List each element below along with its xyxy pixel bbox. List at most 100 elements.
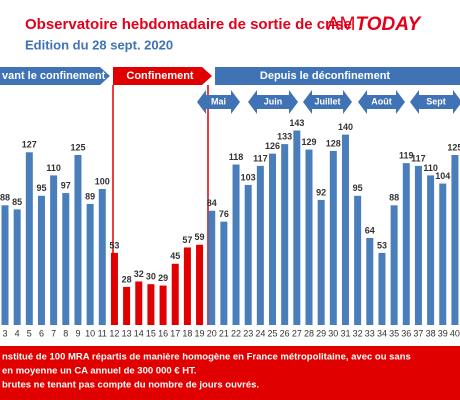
x-tick-label: 19 [195,328,205,338]
bar [354,195,362,325]
bar [317,199,325,325]
x-tick-label: 33 [365,328,375,338]
x-tick-label: 30 [328,328,338,338]
value-label: 64 [365,225,375,235]
bar [390,205,398,325]
month-arrow [410,90,460,114]
title: Observatoire hebdomadaire de sortie de c… [25,16,352,33]
value-label: 125 [447,142,460,152]
bar [25,152,33,325]
period-arrow [0,67,110,85]
period-label: Depuis le déconfinement [260,70,391,82]
bar [305,149,313,325]
footnote: brutes ne tenant pas compte du nombre de… [2,380,259,391]
bar [281,144,289,325]
value-label: 53 [377,240,387,250]
x-tick-label: 9 [75,328,80,338]
x-tick-label: 5 [27,328,32,338]
value-label: 85 [12,197,22,207]
bar [378,252,386,325]
month-label: Août [371,96,392,106]
bar [244,184,252,325]
x-tick-label: 3 [2,328,7,338]
value-label: 88 [0,193,10,203]
value-label: 110 [46,163,61,173]
logo-b: TODAY [356,14,423,35]
x-tick-label: 23 [243,328,253,338]
x-tick-label: 27 [292,328,302,338]
month-arrow [248,90,298,114]
x-tick-label: 31 [340,328,350,338]
x-tick-label: 6 [39,328,44,338]
value-label: 89 [85,191,95,201]
x-tick-label: 34 [377,328,387,338]
value-label: 45 [170,251,180,261]
value-label: 57 [182,235,192,245]
x-tick-label: 38 [426,328,436,338]
bar [171,263,179,325]
bar [402,163,410,325]
value-label: 117 [253,153,268,163]
x-tick-label: 18 [182,328,192,338]
month-label: Juillet [314,96,340,106]
bar [269,153,277,325]
x-tick-label: 28 [304,328,314,338]
x-tick-label: 36 [401,328,411,338]
x-tick-label: 25 [268,328,278,338]
x-tick-label: 11 [98,328,107,338]
bar [451,155,459,325]
value-label: 95 [36,183,46,193]
period-arrow [113,67,212,85]
bar [135,281,143,325]
bar [74,155,82,325]
value-label: 125 [70,142,85,152]
bar [439,183,447,325]
logo: AMTODAY [327,14,423,35]
value-label: 59 [195,232,205,242]
subtitle: Edition du 28 sept. 2020 [25,37,173,52]
x-tick-label: 7 [51,328,56,338]
bar [62,193,70,325]
x-tick-label: 24 [255,328,265,338]
value-label: 129 [301,137,316,147]
period-label: vant le confinement [2,70,106,82]
bar [50,175,58,325]
value-label: 133 [277,131,292,141]
bar [37,195,45,325]
bar [232,164,240,325]
period-arrow [215,67,460,85]
value-label: 140 [338,122,353,132]
footnote-box [0,346,460,400]
x-tick-label: 22 [231,328,241,338]
month-label: Sept [426,96,446,106]
x-tick-label: 12 [109,328,119,338]
bar [98,189,106,325]
value-label: 92 [316,187,326,197]
x-tick-label: 8 [63,328,68,338]
period-label: Confinement [126,70,194,82]
x-tick-label: 32 [353,328,363,338]
x-tick-label: 37 [413,328,423,338]
bar [341,134,349,325]
x-tick-label: 10 [85,328,95,338]
value-label: 88 [389,193,399,203]
x-tick-label: 17 [170,328,180,338]
x-tick-label: 15 [146,328,156,338]
x-tick-label: 29 [316,328,326,338]
month-arrow [303,90,352,114]
value-label: 95 [353,183,363,193]
x-tick-label: 39 [438,328,448,338]
value-label: 100 [95,176,110,186]
bar [208,210,216,325]
bar [256,165,264,325]
month-arrow [358,90,405,114]
value-label: 29 [158,273,168,283]
month-label: Juin [264,96,283,106]
bar [86,203,94,325]
bar [159,285,167,325]
value-label: 30 [146,272,156,282]
value-label: 103 [241,172,256,182]
x-tick-label: 14 [134,328,144,338]
footnote: nstitué de 100 MRA répartis de manière h… [2,352,411,363]
